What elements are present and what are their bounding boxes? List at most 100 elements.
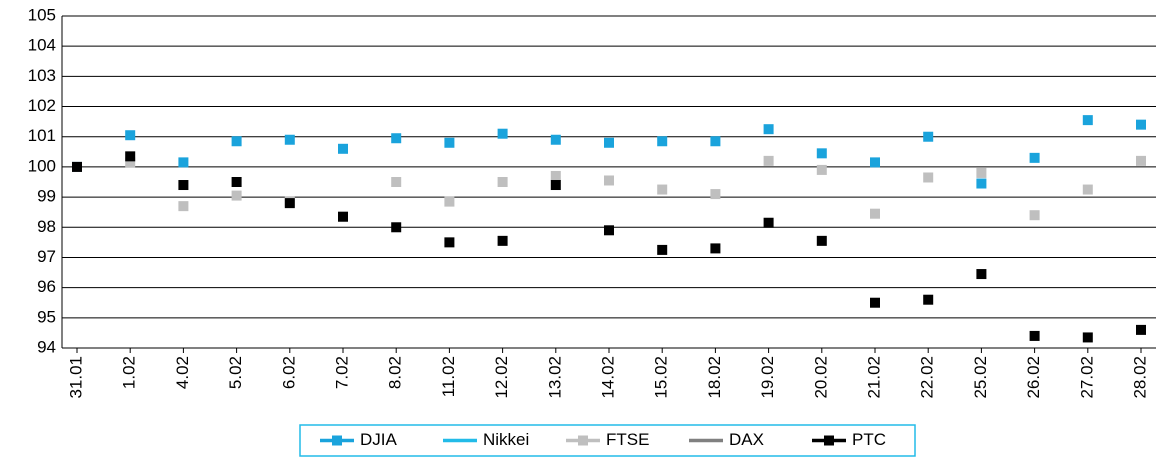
marker <box>1136 324 1146 335</box>
marker <box>976 269 987 280</box>
marker <box>125 157 136 168</box>
x-tick-label: 19.02 <box>758 356 777 399</box>
marker <box>870 157 880 168</box>
x-tick-label: 21.02 <box>864 356 883 399</box>
marker <box>710 189 721 200</box>
legend-marker <box>332 435 342 446</box>
x-tick-label: 12.02 <box>492 356 511 399</box>
x-tick-label: 5.02 <box>226 356 245 389</box>
y-tick-label: 95 <box>37 307 56 326</box>
marker <box>391 133 402 144</box>
marker <box>604 225 614 236</box>
marker <box>338 211 348 222</box>
marker <box>923 172 934 183</box>
marker <box>657 244 668 255</box>
marker <box>497 235 508 246</box>
marker <box>870 297 880 308</box>
x-tick-label: 13.02 <box>545 356 564 399</box>
marker <box>710 243 721 254</box>
marker <box>338 143 348 154</box>
legend-label: Nikkei <box>483 430 529 449</box>
x-tick-label: 6.02 <box>279 356 298 389</box>
x-tick-label: 25.02 <box>971 356 990 399</box>
marker <box>870 208 880 219</box>
marker <box>976 178 987 189</box>
marker <box>72 161 82 172</box>
marker <box>657 184 668 195</box>
x-tick-label: 4.02 <box>173 356 192 389</box>
x-tick-label: 1.02 <box>120 356 139 389</box>
marker <box>550 180 561 191</box>
marker <box>550 134 561 145</box>
marker <box>763 155 774 166</box>
marker <box>178 201 189 212</box>
x-tick-label: 31.01 <box>66 356 85 399</box>
marker <box>657 136 668 147</box>
marker <box>231 136 242 147</box>
marker <box>604 137 614 148</box>
y-tick-label: 103 <box>28 66 56 85</box>
marker <box>1082 332 1093 343</box>
x-tick-label: 7.02 <box>332 356 351 389</box>
marker <box>178 180 189 191</box>
legend-label: PTC <box>852 430 886 449</box>
marker <box>178 157 189 168</box>
marker <box>444 196 455 207</box>
x-tick-label: 20.02 <box>811 356 830 399</box>
x-tick-label: 8.02 <box>386 356 405 389</box>
y-tick-label: 96 <box>37 277 56 296</box>
marker <box>497 128 508 139</box>
marker <box>763 124 774 135</box>
y-tick-label: 104 <box>28 36 56 55</box>
x-tick-label: 22.02 <box>918 356 937 399</box>
legend-label: DJIA <box>360 430 398 449</box>
marker <box>1029 330 1040 341</box>
y-tick-label: 102 <box>28 96 56 115</box>
marker <box>976 167 987 178</box>
marker <box>391 177 402 187</box>
marker <box>1136 155 1146 166</box>
marker <box>604 175 614 186</box>
legend-marker <box>578 435 588 446</box>
marker <box>1082 115 1093 126</box>
marker <box>816 235 827 246</box>
x-tick-label: 27.02 <box>1077 356 1096 399</box>
marker <box>125 130 136 141</box>
x-tick-label: 28.02 <box>1130 356 1149 399</box>
marker <box>497 177 508 187</box>
marker <box>284 134 295 145</box>
x-tick-label: 18.02 <box>705 356 724 399</box>
marker <box>444 237 455 248</box>
x-tick-label: 14.02 <box>598 356 617 399</box>
legend-label: FTSE <box>606 430 649 449</box>
marker <box>444 137 455 148</box>
marker <box>1029 210 1040 221</box>
marker <box>1136 119 1146 130</box>
marker <box>1082 184 1093 195</box>
y-tick-label: 101 <box>28 126 56 145</box>
x-tick-label: 26.02 <box>1024 356 1043 399</box>
x-tick-label: 15.02 <box>652 356 671 399</box>
legend-marker <box>824 435 834 446</box>
legend-label: DAX <box>729 430 764 449</box>
marker <box>923 131 934 142</box>
marker <box>923 294 934 305</box>
y-tick-label: 99 <box>37 187 56 206</box>
y-tick-label: 100 <box>28 156 56 175</box>
marker <box>1029 152 1040 163</box>
x-tick-label: 11.02 <box>439 356 458 397</box>
y-tick-label: 105 <box>28 5 56 24</box>
marker <box>710 136 721 147</box>
marker <box>550 170 561 181</box>
marker <box>816 148 827 159</box>
marker <box>284 198 295 209</box>
y-tick-label: 98 <box>37 217 56 236</box>
marker <box>763 217 774 228</box>
marker <box>125 151 136 162</box>
marker <box>231 190 242 201</box>
y-tick-label: 97 <box>37 247 56 266</box>
marker <box>231 177 242 187</box>
y-tick-label: 94 <box>37 337 56 356</box>
marker <box>816 164 827 175</box>
